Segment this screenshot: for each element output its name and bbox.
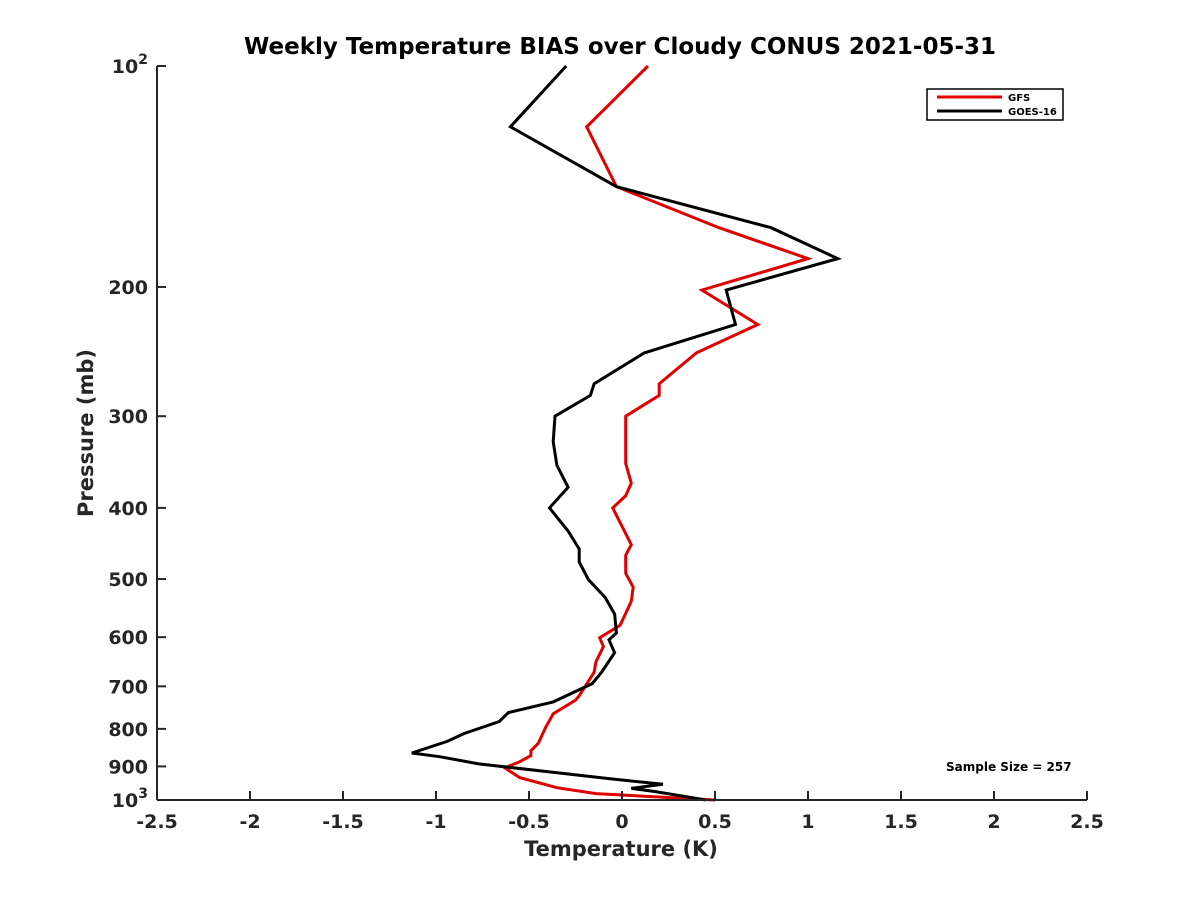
x-tick-label: 2: [987, 811, 1000, 833]
legend-label-1: GFS: [1008, 93, 1030, 104]
legend-label-2: GOES-16: [1008, 107, 1057, 118]
legend: GFS GOES-16: [926, 88, 1064, 121]
y-tick-label: 500: [108, 569, 148, 591]
series-line-1: [501, 64, 813, 802]
y-tick-label: 102: [112, 52, 148, 78]
y-tick-label: 800: [108, 719, 148, 741]
x-tick-label: 0.5: [698, 811, 732, 833]
plot-lines: [411, 64, 843, 802]
sample-size-annotation: Sample Size = 257: [946, 760, 1072, 774]
y-tick-exponent: 3: [138, 786, 148, 802]
y-tick-label: 200: [108, 277, 148, 299]
y-tick-exponent: 2: [138, 52, 148, 68]
chart-title: Weekly Temperature BIAS over Cloudy CONU…: [244, 34, 996, 60]
x-tick-label: -2: [239, 811, 260, 833]
x-tick-label: -0.5: [508, 811, 550, 833]
x-tick-label: 1.5: [884, 811, 918, 833]
y-tick-label: 300: [108, 406, 148, 428]
x-axis-label: Temperature (K): [524, 837, 718, 861]
y-axis-label: Pressure (mb): [74, 349, 98, 517]
y-tick-label: 600: [108, 627, 148, 649]
x-tick-label: -1.5: [322, 811, 364, 833]
x-ticks: -2.5 -2 -1.5 -1 -0.5 0 0.5 1 1.5 2 2.5: [136, 791, 1104, 833]
legend-box: [926, 88, 1064, 121]
y-tick-label: 700: [108, 676, 148, 698]
y-tick-label: 400: [108, 498, 148, 520]
x-tick-label: 2.5: [1070, 811, 1104, 833]
y-tick-label: 900: [108, 756, 148, 778]
series-line-2: [411, 64, 843, 802]
y-tick-base: 10: [112, 790, 138, 812]
x-tick-label: 0: [615, 811, 628, 833]
y-tick-base: 10: [112, 56, 138, 78]
y-tick-label: 103: [112, 786, 148, 812]
x-tick-label: -2.5: [136, 811, 178, 833]
x-tick-label: 1: [801, 811, 814, 833]
x-tick-label: -1: [425, 811, 446, 833]
